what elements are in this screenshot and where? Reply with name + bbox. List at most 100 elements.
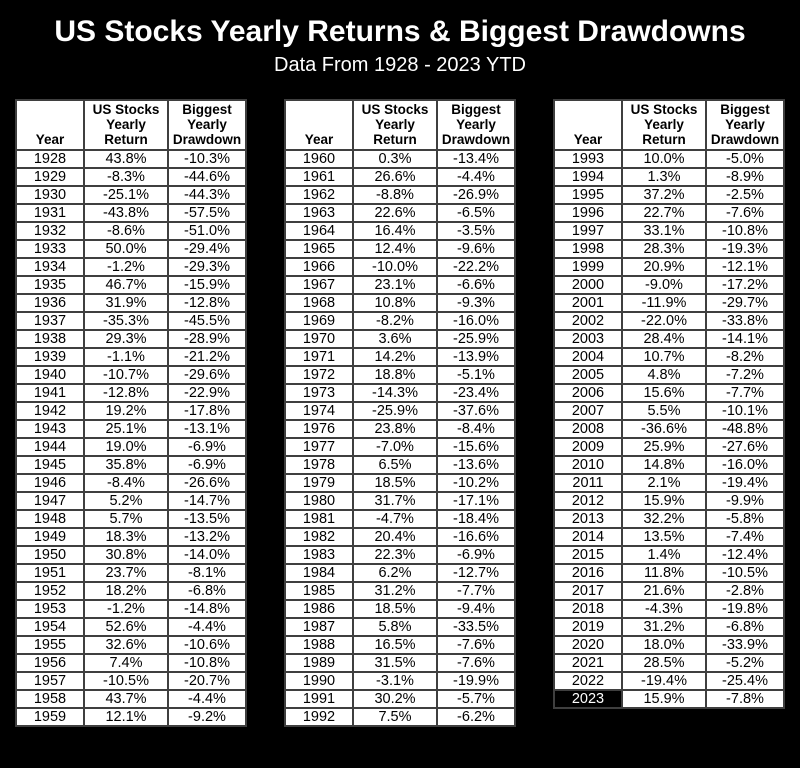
drawdown-cell: -13.9% xyxy=(436,347,516,367)
drawdown-cell: -15.9% xyxy=(167,275,247,295)
table-row: 1972 18.8% -5.1% xyxy=(284,365,516,385)
yearly-return-cell: -25.1% xyxy=(83,185,169,205)
drawdown-cell: -15.6% xyxy=(436,437,516,457)
drawdown-cell: -5.7% xyxy=(436,689,516,709)
table-row: 1988 16.5% -7.6% xyxy=(284,635,516,655)
yearly-return-cell: 18.3% xyxy=(83,527,169,547)
drawdown-cell: -10.5% xyxy=(705,563,785,583)
year-cell: 1994 xyxy=(553,167,623,187)
year-cell: 1988 xyxy=(284,635,354,655)
year-cell: 2021 xyxy=(553,653,623,673)
table-row: 1952 18.2% -6.8% xyxy=(15,581,247,601)
year-cell: 1944 xyxy=(15,437,85,457)
yearly-return-cell: 13.5% xyxy=(621,527,707,547)
yearly-return-cell: -8.6% xyxy=(83,221,169,241)
yearly-return-cell: -3.1% xyxy=(352,671,438,691)
yearly-return-cell: -12.8% xyxy=(83,383,169,403)
drawdown-cell: -33.8% xyxy=(705,311,785,331)
drawdown-cell: -29.7% xyxy=(705,293,785,313)
yearly-return-cell: 18.8% xyxy=(352,365,438,385)
drawdown-cell: -19.3% xyxy=(705,239,785,259)
column-header: Year xyxy=(284,99,354,151)
table-row: 1960 0.3% -13.4% xyxy=(284,149,516,169)
year-cell: 2005 xyxy=(553,365,623,385)
table-row: 1932 -8.6% -51.0% xyxy=(15,221,247,241)
year-cell: 1992 xyxy=(284,707,354,727)
column-header: US Stocks Yearly Return xyxy=(83,99,169,151)
drawdown-cell: -29.3% xyxy=(167,257,247,277)
table-row: 2015 1.4% -12.4% xyxy=(553,545,785,565)
table-row: 1961 26.6% -4.4% xyxy=(284,167,516,187)
table-row: 1989 31.5% -7.6% xyxy=(284,653,516,673)
year-cell: 2014 xyxy=(553,527,623,547)
year-cell: 1989 xyxy=(284,653,354,673)
table-row: 2004 10.7% -8.2% xyxy=(553,347,785,367)
drawdown-cell: -2.8% xyxy=(705,581,785,601)
year-cell: 2002 xyxy=(553,311,623,331)
year-cell: 1935 xyxy=(15,275,85,295)
yearly-return-cell: 7.4% xyxy=(83,653,169,673)
yearly-return-cell: 28.4% xyxy=(621,329,707,349)
yearly-return-cell: 12.4% xyxy=(352,239,438,259)
yearly-return-cell: -25.9% xyxy=(352,401,438,421)
year-cell: 2022 xyxy=(553,671,623,691)
drawdown-cell: -18.4% xyxy=(436,509,516,529)
year-cell: 1934 xyxy=(15,257,85,277)
yearly-return-cell: 22.3% xyxy=(352,545,438,565)
table-row: 1964 16.4% -3.5% xyxy=(284,221,516,241)
yearly-return-cell: 30.8% xyxy=(83,545,169,565)
drawdown-cell: -44.6% xyxy=(167,167,247,187)
drawdown-cell: -22.2% xyxy=(436,257,516,277)
yearly-return-cell: 10.0% xyxy=(621,149,707,169)
yearly-return-cell: -10.7% xyxy=(83,365,169,385)
yearly-return-cell: 26.6% xyxy=(352,167,438,187)
year-cell: 1972 xyxy=(284,365,354,385)
table-row: 1998 28.3% -19.3% xyxy=(553,239,785,259)
drawdown-cell: -6.2% xyxy=(436,707,516,727)
year-cell: 1954 xyxy=(15,617,85,637)
drawdown-cell: -7.2% xyxy=(705,365,785,385)
year-cell: 2000 xyxy=(553,275,623,295)
drawdown-cell: -13.5% xyxy=(167,509,247,529)
drawdown-cell: -17.2% xyxy=(705,275,785,295)
table-row: 2018 -4.3% -19.8% xyxy=(553,599,785,619)
year-cell: 2013 xyxy=(553,509,623,529)
drawdown-cell: -6.6% xyxy=(436,275,516,295)
year-cell: 1995 xyxy=(553,185,623,205)
year-cell: 1979 xyxy=(284,473,354,493)
year-cell: 1965 xyxy=(284,239,354,259)
table-row: 1928 43.8% -10.3% xyxy=(15,149,247,169)
year-cell: 1943 xyxy=(15,419,85,439)
year-cell: 1947 xyxy=(15,491,85,511)
table-row: 1956 7.4% -10.8% xyxy=(15,653,247,673)
drawdown-cell: -8.9% xyxy=(705,167,785,187)
drawdown-cell: -44.3% xyxy=(167,185,247,205)
yearly-return-cell: 46.7% xyxy=(83,275,169,295)
table-row: 1967 23.1% -6.6% xyxy=(284,275,516,295)
yearly-return-cell: 23.7% xyxy=(83,563,169,583)
table-row: 1936 31.9% -12.8% xyxy=(15,293,247,313)
yearly-return-cell: 1.4% xyxy=(621,545,707,565)
yearly-return-cell: 31.5% xyxy=(352,653,438,673)
drawdown-cell: -7.7% xyxy=(705,383,785,403)
year-cell: 2010 xyxy=(553,455,623,475)
table-row: 2023 15.9% -7.8% xyxy=(553,689,785,709)
table-row: 1965 12.4% -9.6% xyxy=(284,239,516,259)
table-row: 1970 3.6% -25.9% xyxy=(284,329,516,349)
table-row: 2017 21.6% -2.8% xyxy=(553,581,785,601)
yearly-return-cell: 37.2% xyxy=(621,185,707,205)
drawdown-cell: -9.6% xyxy=(436,239,516,259)
yearly-return-cell: 33.1% xyxy=(621,221,707,241)
yearly-return-cell: 6.5% xyxy=(352,455,438,475)
drawdown-cell: -6.8% xyxy=(705,617,785,637)
drawdown-cell: -6.5% xyxy=(436,203,516,223)
drawdown-cell: -5.2% xyxy=(705,653,785,673)
column-header: Biggest Yearly Drawdown xyxy=(705,99,785,151)
drawdown-cell: -10.8% xyxy=(705,221,785,241)
year-cell: 1990 xyxy=(284,671,354,691)
year-cell: 1953 xyxy=(15,599,85,619)
year-cell: 1996 xyxy=(553,203,623,223)
table-row: 1995 37.2% -2.5% xyxy=(553,185,785,205)
year-cell: 1997 xyxy=(553,221,623,241)
